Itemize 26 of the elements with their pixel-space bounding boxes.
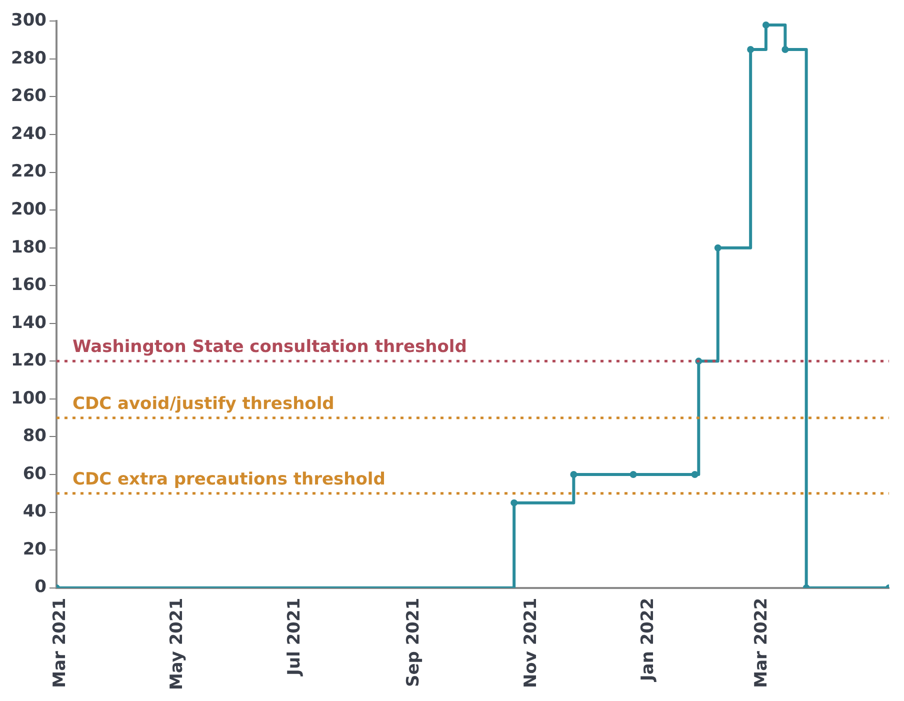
ref-line-label: Washington State consultation threshold: [72, 337, 467, 358]
y-tick-label: 100: [10, 388, 47, 408]
y-tick-label: 0: [34, 577, 47, 598]
ref-line-label: CDC avoid/justify threshold: [72, 394, 334, 414]
y-tick-label: 200: [10, 199, 47, 220]
x-tick-label: Mar 2021: [50, 598, 70, 688]
y-tick-label: 80: [22, 426, 47, 446]
x-tick-label: May 2021: [167, 598, 188, 690]
x-tick-label: Nov 2021: [520, 598, 541, 688]
y-tick-label: 140: [10, 312, 47, 333]
x-tick-label: Jul 2021: [284, 598, 304, 676]
y-tick-label: 240: [10, 124, 47, 144]
x-tick-label: Mar 2022: [752, 598, 772, 688]
x-tick-label: Jan 2022: [638, 598, 658, 682]
y-tick-label: 300: [10, 10, 47, 31]
x-tick-label: Sep 2021: [404, 598, 424, 688]
y-tick-label: 220: [10, 162, 47, 182]
y-tick-label: 20: [22, 539, 47, 560]
y-tick-label: 120: [10, 350, 47, 371]
y-tick-label: 160: [10, 275, 47, 296]
y-tick-label: 60: [22, 464, 47, 484]
y-tick-label: 260: [10, 86, 47, 106]
y-tick-label: 180: [10, 237, 47, 258]
ref-line-label: CDC extra precautions threshold: [72, 469, 386, 490]
y-tick-label: 40: [22, 502, 47, 522]
y-tick-label: 280: [10, 48, 47, 68]
